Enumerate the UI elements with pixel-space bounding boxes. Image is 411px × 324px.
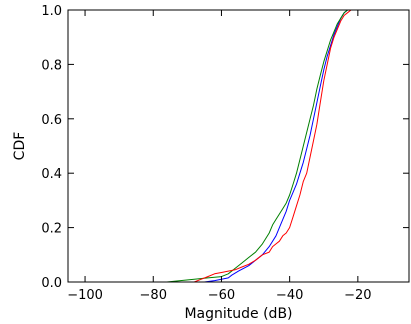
axes-frame bbox=[67, 9, 410, 283]
x-tick-label: −40 bbox=[276, 288, 303, 303]
y-tick-label: 0.6 bbox=[41, 113, 62, 128]
y-tick-label: 1.0 bbox=[41, 4, 62, 19]
x-tick-label: −100 bbox=[67, 288, 103, 303]
x-axis-label: Magnitude (dB) bbox=[184, 306, 292, 322]
series-line-3 bbox=[194, 9, 355, 283]
axes-layer: −100 −80 −60 −40 −20 0.0 0.2 0.4 0.6 0.8 1.0 bbox=[41, 4, 410, 303]
y-tick-label: 0.2 bbox=[41, 222, 62, 237]
y-tick-label: 0.0 bbox=[41, 276, 62, 291]
y-axis-label: CDF bbox=[12, 132, 28, 161]
x-tick-label: −20 bbox=[344, 288, 371, 303]
plot-area bbox=[68, 10, 409, 282]
plot-background bbox=[68, 10, 409, 282]
x-tick-label: −80 bbox=[140, 288, 167, 303]
series-layer bbox=[166, 9, 355, 283]
series-line-1 bbox=[204, 9, 355, 283]
x-tick-label: −60 bbox=[208, 288, 235, 303]
y-tick-label: 0.8 bbox=[41, 58, 62, 73]
y-tick-label: 0.4 bbox=[41, 167, 62, 182]
series-line-2 bbox=[166, 9, 355, 283]
